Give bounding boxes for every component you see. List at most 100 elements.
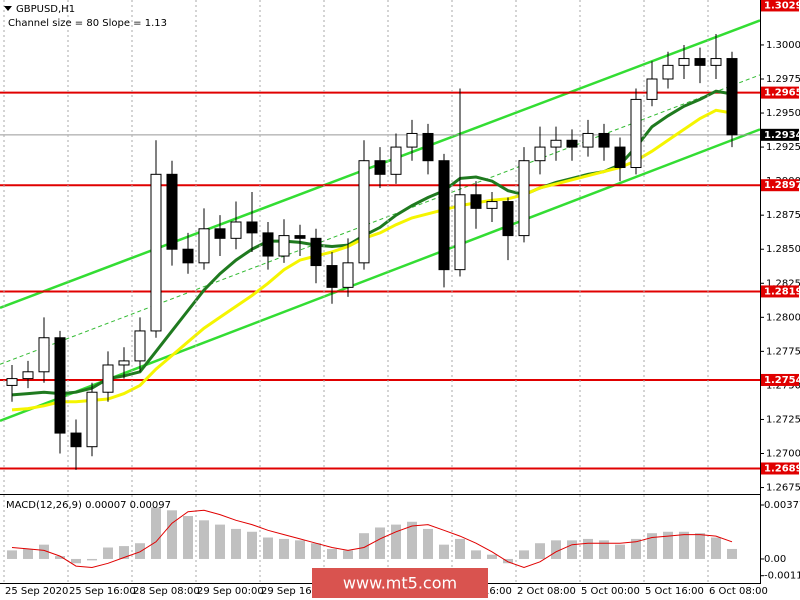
candle-body bbox=[326, 265, 338, 288]
price-tag-label: 1.2897 bbox=[764, 180, 800, 191]
macd-bar bbox=[343, 550, 353, 559]
y-tick-label: 1.2725 bbox=[766, 414, 800, 425]
candle-body bbox=[630, 98, 642, 169]
macd-bar bbox=[55, 556, 65, 559]
candle-body bbox=[294, 235, 306, 239]
price-tag-label: 1.2689 bbox=[764, 463, 800, 474]
candle-body bbox=[614, 146, 626, 169]
y-tick-label: 1.2825 bbox=[766, 278, 800, 289]
candle-body bbox=[550, 139, 562, 148]
macd-bar bbox=[247, 531, 257, 559]
macd-bar bbox=[199, 520, 209, 559]
candle-body bbox=[470, 194, 482, 209]
macd-bar bbox=[695, 533, 705, 559]
candle-body bbox=[182, 248, 194, 264]
channel-line bbox=[0, 128, 761, 422]
candle-body bbox=[726, 58, 738, 136]
macd-bar bbox=[231, 528, 241, 559]
y-tick-label: 0.00 bbox=[764, 554, 786, 565]
chart-subtitle: Channel size = 80 Slope = 1.13 bbox=[8, 18, 167, 29]
price-tag bbox=[761, 179, 799, 192]
macd-bar bbox=[567, 540, 577, 559]
x-tick-label: 25 Sep 16:00 bbox=[69, 586, 136, 597]
symbol-menu-icon[interactable] bbox=[4, 6, 12, 11]
macd-bar bbox=[471, 550, 481, 559]
watermark: www.mt5.com bbox=[343, 574, 457, 593]
watermark-box bbox=[312, 568, 488, 598]
candle-body bbox=[358, 160, 370, 264]
chart-title: GBPUSD,H1 bbox=[16, 4, 75, 15]
macd-bar bbox=[679, 531, 689, 559]
macd-bar bbox=[327, 548, 337, 559]
candle-body bbox=[86, 391, 98, 448]
macd-bar bbox=[439, 544, 449, 559]
macd-bar bbox=[151, 507, 161, 559]
y-tick-label: 1.3000 bbox=[766, 40, 800, 51]
price-tag bbox=[761, 0, 799, 12]
candle-body bbox=[150, 173, 162, 332]
candle-body bbox=[134, 330, 146, 362]
candle-body bbox=[278, 235, 290, 257]
candle-body bbox=[54, 337, 66, 434]
y-tick-label: 1.2875 bbox=[766, 210, 800, 221]
candle-body bbox=[454, 194, 466, 271]
macd-bar bbox=[183, 516, 193, 559]
macd-bar bbox=[535, 543, 545, 559]
price-tag bbox=[761, 86, 799, 99]
x-tick-label: 2 Oct 08:00 bbox=[517, 586, 576, 597]
price-tag bbox=[761, 462, 799, 475]
price-tag-label: 1.2934 bbox=[764, 130, 800, 141]
y-tick-label: 1.2850 bbox=[766, 244, 800, 255]
x-tick-label: 28 Sep 08:00 bbox=[133, 586, 200, 597]
candle-body bbox=[438, 160, 450, 271]
candle-body bbox=[310, 237, 322, 267]
macd-bar bbox=[167, 510, 177, 559]
candle-body bbox=[70, 432, 82, 448]
candle-body bbox=[598, 132, 610, 148]
price-tag-label: 1.2819 bbox=[764, 286, 800, 297]
macd-bar bbox=[375, 527, 385, 559]
macd-bar bbox=[119, 546, 129, 559]
macd-signal bbox=[11, 509, 733, 569]
macd-bar bbox=[711, 537, 721, 559]
macd-bar bbox=[23, 548, 33, 559]
macd-bar bbox=[503, 558, 513, 564]
channel-line bbox=[0, 74, 761, 365]
macd-bar bbox=[487, 554, 497, 559]
candle-body bbox=[486, 201, 498, 209]
candle-body bbox=[534, 146, 546, 162]
candle-body bbox=[246, 221, 258, 234]
macd-bar bbox=[215, 524, 225, 559]
candle-body bbox=[422, 132, 434, 162]
candle-body bbox=[678, 58, 690, 66]
candle-body bbox=[342, 262, 354, 288]
macd-bar bbox=[647, 533, 657, 559]
macd-bar bbox=[311, 543, 321, 559]
x-tick-label: 29 Sep 16:00 bbox=[261, 586, 328, 597]
x-tick-label: 5 Oct 00:00 bbox=[581, 586, 640, 597]
moving-average bbox=[11, 108, 733, 412]
macd-bar bbox=[39, 544, 49, 559]
macd-bar bbox=[263, 537, 273, 559]
candle-body bbox=[230, 221, 242, 239]
macd-bar bbox=[135, 543, 145, 559]
macd-bar bbox=[407, 521, 417, 559]
macd-bar bbox=[391, 524, 401, 559]
candle-body bbox=[262, 232, 274, 257]
candle-body bbox=[38, 337, 50, 373]
macd-bar bbox=[279, 538, 289, 559]
candle-body bbox=[646, 78, 658, 100]
price-tag-label: 1.3029 bbox=[764, 0, 800, 11]
overlay-layer: 1.2965 1.2897 1.2819 1.2754 1.2689 1.3029 1.29… bbox=[761, 0, 800, 475]
macd-bar bbox=[583, 538, 593, 559]
macd-bar bbox=[295, 540, 305, 559]
y-tick-label: 1.2975 bbox=[766, 74, 800, 85]
y-tick-label: -0.00117 bbox=[764, 571, 800, 582]
x-tick-label: 25 Sep 2020 bbox=[5, 586, 68, 597]
candle-body bbox=[390, 146, 402, 175]
macd-title: MACD(12,26,9) 0.00007 0.00097 bbox=[6, 500, 171, 511]
x-tick-label: 29 Sep 00:00 bbox=[197, 586, 264, 597]
